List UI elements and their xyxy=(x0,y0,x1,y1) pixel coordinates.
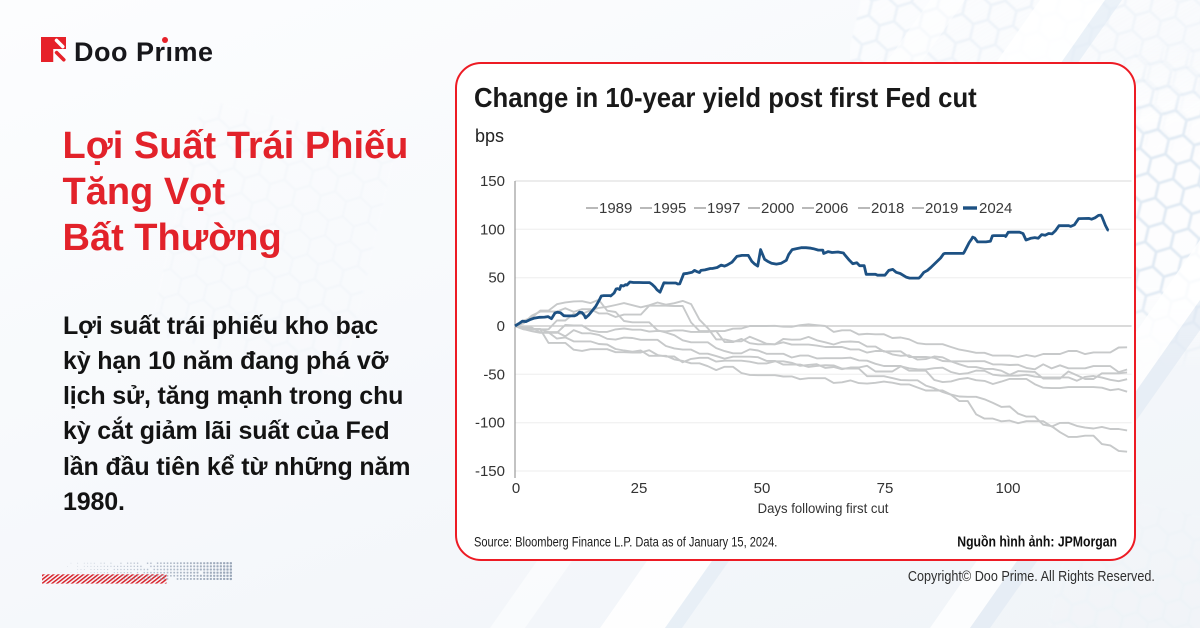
svg-text:Source: Bloomberg Finance L.P.: Source: Bloomberg Finance L.P. Data as o… xyxy=(474,534,777,549)
svg-text:0: 0 xyxy=(497,318,505,335)
svg-text:25: 25 xyxy=(631,480,648,497)
svg-text:-50: -50 xyxy=(483,366,505,383)
svg-text:100: 100 xyxy=(995,480,1020,497)
svg-text:75: 75 xyxy=(877,480,894,497)
svg-text:1989: 1989 xyxy=(599,200,632,217)
svg-text:100: 100 xyxy=(480,221,505,238)
svg-text:1995: 1995 xyxy=(653,200,686,217)
svg-text:Nguồn hình ảnh: JPMorgan: Nguồn hình ảnh: JPMorgan xyxy=(957,534,1117,550)
svg-text:2019: 2019 xyxy=(925,200,958,217)
svg-text:Change in 10-year yield post f: Change in 10-year yield post first Fed c… xyxy=(474,82,977,113)
svg-text:50: 50 xyxy=(754,480,771,497)
svg-text:bps: bps xyxy=(475,126,504,146)
svg-text:150: 150 xyxy=(480,173,505,190)
svg-text:50: 50 xyxy=(488,270,505,287)
svg-text:2000: 2000 xyxy=(761,200,794,217)
svg-text:-150: -150 xyxy=(475,463,505,480)
svg-text:Days following first cut: Days following first cut xyxy=(758,501,889,516)
svg-text:2006: 2006 xyxy=(815,200,848,217)
svg-text:2018: 2018 xyxy=(871,200,904,217)
svg-text:1997: 1997 xyxy=(707,200,740,217)
svg-text:2024: 2024 xyxy=(979,200,1012,217)
svg-text:0: 0 xyxy=(512,480,520,497)
svg-text:-100: -100 xyxy=(475,415,505,432)
